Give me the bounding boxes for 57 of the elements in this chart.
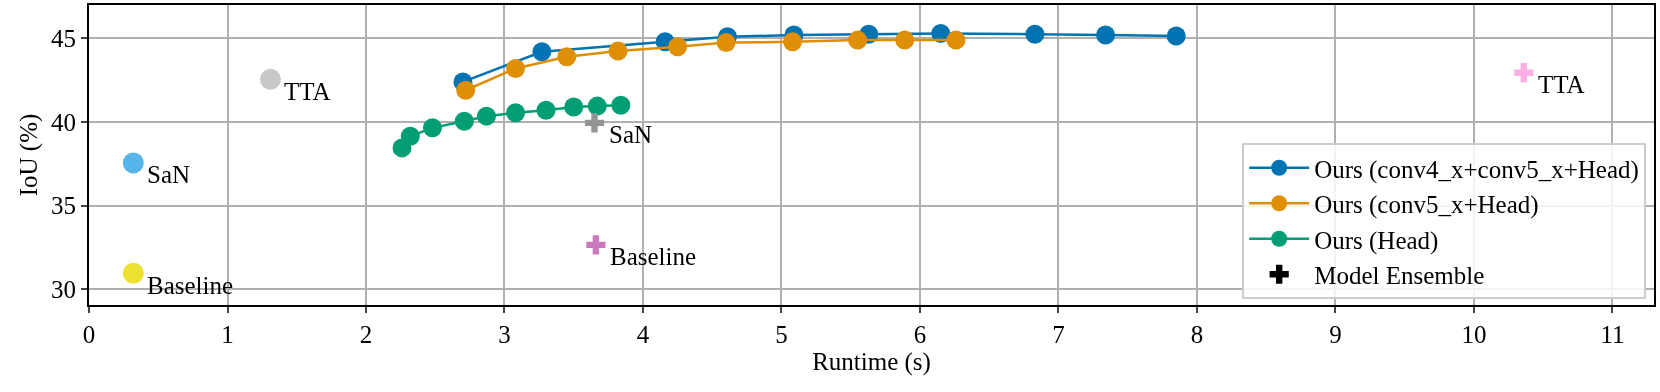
point: [946, 30, 966, 50]
point: [564, 97, 584, 117]
point: [400, 126, 420, 146]
y-tick-label: 40: [51, 108, 76, 136]
point: [506, 103, 526, 123]
point: [506, 59, 526, 78]
point: [587, 96, 607, 116]
series-label: SaN: [609, 121, 653, 148]
point: [1514, 63, 1534, 83]
x-tick-label: 2: [359, 321, 373, 348]
point: [1096, 25, 1116, 45]
legend-label: Model Ensemble: [1314, 262, 1485, 289]
point: [557, 47, 577, 67]
x-tick-label: 8: [1190, 321, 1204, 348]
y-tick-label: 45: [51, 25, 76, 53]
x-tick-label: 1: [221, 321, 234, 348]
point: [848, 30, 868, 50]
x-tick-label: 4: [636, 321, 650, 348]
x-tick-label: 5: [775, 321, 788, 348]
point: [586, 235, 606, 255]
point: [454, 111, 474, 131]
y-tick-label: 30: [51, 275, 76, 303]
point: [1166, 26, 1186, 46]
x-tick-label: 7: [1052, 321, 1065, 348]
point: [259, 68, 281, 90]
point: [422, 118, 442, 138]
point: [1025, 24, 1045, 44]
x-tick-label: 6: [913, 321, 927, 348]
point: [611, 95, 631, 115]
point: [783, 32, 803, 52]
point: [476, 106, 496, 126]
series-label: Baseline: [610, 243, 697, 270]
series-label: Baseline: [147, 272, 234, 299]
y-axis-title: IoU (%): [15, 113, 44, 197]
point: [584, 113, 605, 133]
x-tick-label: 9: [1329, 321, 1342, 348]
y-tick-label: 35: [51, 192, 76, 220]
series-label: TTA: [1538, 71, 1585, 98]
x-tick-label: 10: [1461, 321, 1487, 348]
point: [456, 80, 476, 100]
point: [122, 152, 144, 174]
point: [122, 262, 144, 284]
point: [532, 42, 552, 62]
legend-label: Ours (conv5_x+Head): [1314, 191, 1539, 219]
x-tick-label: 0: [82, 321, 96, 348]
legend-label: Ours (Head): [1314, 226, 1439, 255]
point: [668, 37, 688, 57]
point: [716, 33, 736, 53]
point: [608, 41, 628, 61]
series-label: SaN: [147, 161, 191, 188]
x-tick-label: 3: [498, 321, 511, 348]
series-label: TTA: [284, 78, 331, 105]
x-tick-label: 11: [1600, 321, 1625, 348]
legend-label: Ours (conv4_x+conv5_x+Head): [1314, 155, 1639, 184]
x-axis-title: Runtime (s): [812, 348, 931, 376]
point: [895, 30, 915, 50]
point: [536, 100, 556, 120]
